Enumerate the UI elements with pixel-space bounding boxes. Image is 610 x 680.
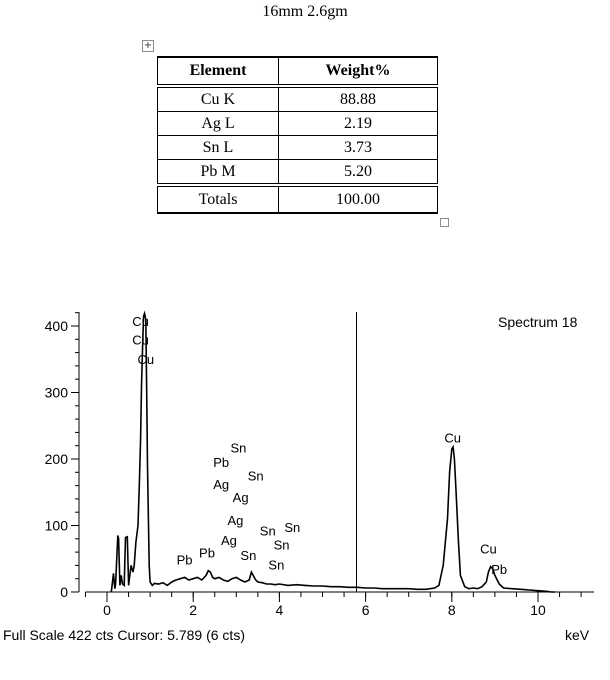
x-tick-label: 10: [530, 602, 546, 618]
element-cell: Cu K: [157, 85, 279, 112]
peak-label: Ag: [213, 477, 229, 492]
weight-cell: 88.88: [278, 85, 438, 112]
peak-label: Sn: [240, 548, 256, 563]
table-row: Cu K 88.88: [157, 85, 438, 112]
weight-cell: 2.19: [278, 111, 438, 136]
peak-label: Ag: [221, 533, 237, 548]
y-tick-label: 100: [45, 518, 69, 534]
y-tick-label: 200: [45, 451, 69, 467]
weight-cell: 5.20: [278, 159, 438, 186]
peak-label: Pb: [199, 545, 215, 560]
table-resize-handle[interactable]: [440, 218, 449, 227]
element-column-header: Element: [157, 56, 279, 88]
peak-label: Sn: [231, 440, 247, 455]
x-tick-label: 2: [189, 602, 197, 618]
peak-label: Sn: [284, 520, 300, 535]
y-tick-label: 300: [45, 385, 69, 401]
status-footer: Full Scale 422 cts Cursor: 5.789 (6 cts): [3, 627, 245, 643]
peak-label: Cu: [132, 333, 149, 348]
peak-label: Ag: [233, 490, 249, 505]
x-axis-label: keV: [565, 627, 590, 643]
table-row: Pb M 5.20: [157, 159, 438, 186]
peak-label: Cu: [444, 430, 461, 445]
y-tick-label: 400: [45, 318, 69, 334]
peak-label: Pb: [491, 562, 507, 577]
spectrum-line: [110, 310, 556, 593]
totals-label: Totals: [157, 183, 279, 214]
y-tick-label: 0: [60, 584, 68, 600]
totals-row: Totals 100.00: [157, 183, 438, 214]
weight-cell: 3.73: [278, 135, 438, 160]
peak-label: Sn: [274, 537, 290, 552]
sample-caption: 16mm 2.6gm: [262, 3, 348, 20]
totals-value: 100.00: [278, 183, 438, 214]
peak-label: Cu: [480, 541, 497, 556]
peak-label: Pb: [213, 455, 229, 470]
peak-label: Cu: [132, 314, 149, 329]
table-move-handle-icon[interactable]: +: [142, 40, 154, 52]
peak-label: Cu: [137, 352, 154, 367]
peak-label: Sn: [268, 557, 284, 572]
element-cell: Ag L: [157, 111, 279, 136]
x-tick-label: 8: [448, 602, 456, 618]
x-tick-label: 4: [276, 602, 284, 618]
peak-label: Pb: [177, 553, 193, 568]
weight-column-header: Weight%: [278, 56, 438, 88]
chart-marks: [110, 310, 556, 593]
x-tick-label: 6: [362, 602, 370, 618]
chart-title: Spectrum 18: [498, 314, 578, 330]
peak-label: Sn: [260, 523, 276, 538]
table-row: Sn L 3.73: [157, 135, 438, 160]
element-cell: Sn L: [157, 135, 279, 160]
peak-label: Ag: [227, 513, 243, 528]
composition-table: Element Weight% Cu K 88.88 Ag L 2.19 Sn …: [157, 56, 438, 214]
element-cell: Pb M: [157, 159, 279, 186]
peak-label: Sn: [248, 468, 264, 483]
x-tick-label: 0: [103, 602, 111, 618]
table-row: Ag L 2.19: [157, 111, 438, 136]
